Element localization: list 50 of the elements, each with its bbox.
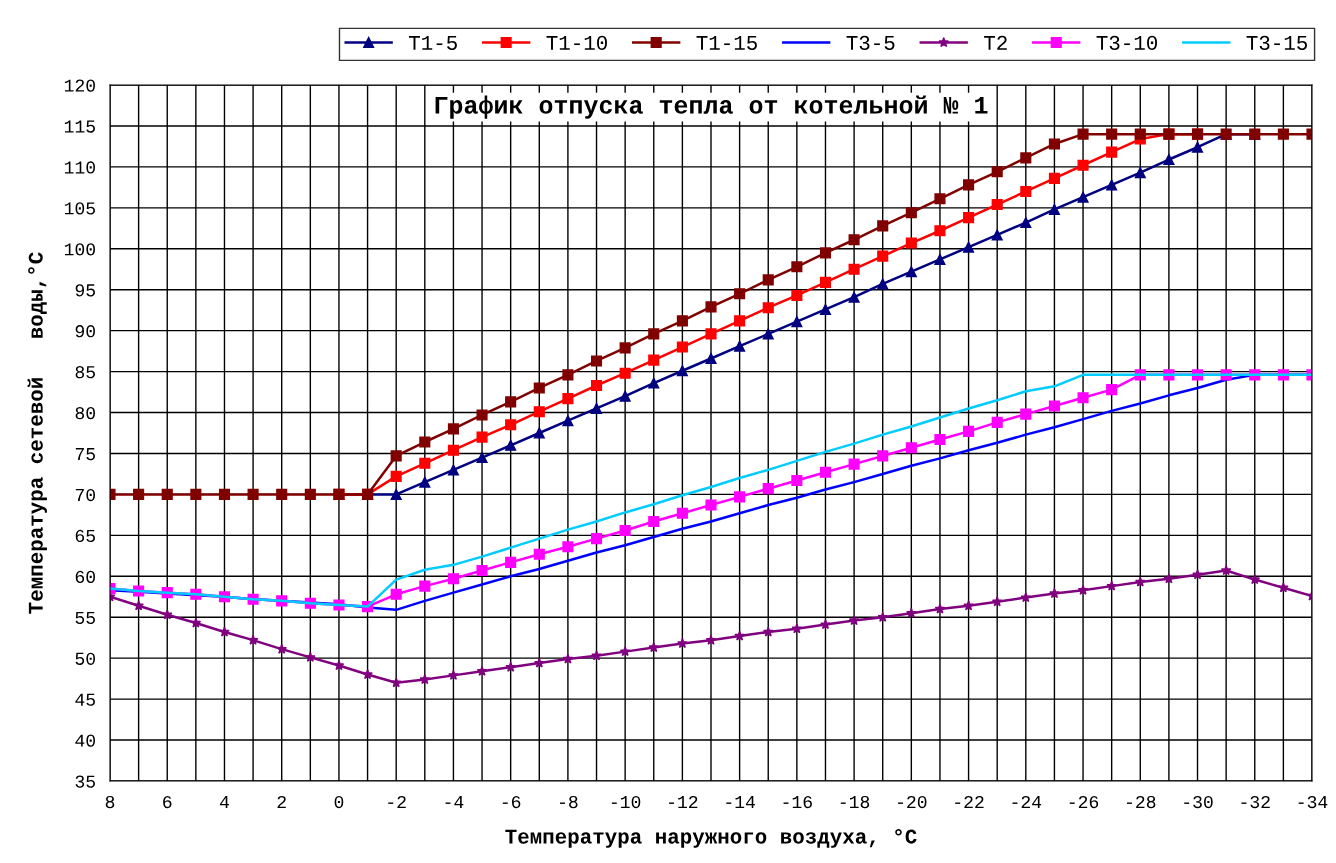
x-tick-label: -6 [502, 795, 521, 809]
y-tick-label: 35 [75, 775, 95, 788]
y-tick-label: 70 [75, 488, 95, 502]
y-tick-label: 100 [64, 243, 95, 256]
x-tick-label: 6 [163, 795, 172, 809]
x-axis-title: Температура наружного воздуха, °C [505, 828, 917, 848]
y-tick-label: 90 [75, 325, 95, 338]
y-tick-label: 115 [64, 120, 95, 133]
legend-label: T1-15 [696, 36, 757, 50]
x-tick-label: -28 [1126, 795, 1156, 809]
x-tick-label: -24 [1012, 795, 1042, 808]
x-tick-label: -26 [1069, 795, 1099, 809]
x-tick-label: 8 [105, 795, 115, 809]
x-tick-label: -30 [1184, 795, 1213, 809]
x-tick-label: 2 [277, 795, 286, 808]
y-axis-title: Температура сетевой воды,°C [27, 252, 47, 614]
x-tick-label: -34 [1298, 795, 1328, 809]
x-tick-label: -22 [955, 795, 984, 808]
legend-label: T3-5 [846, 35, 895, 50]
y-tick-label: 45 [75, 693, 95, 706]
x-tick-label: -20 [898, 795, 927, 809]
y-tick-label: 50 [75, 652, 95, 665]
y-tick-label: 110 [64, 161, 95, 174]
x-tick-label: -32 [1241, 795, 1270, 809]
y-tick-label: 120 [64, 79, 95, 92]
y-tick-label: 40 [75, 734, 95, 747]
y-tick-label: 75 [75, 448, 95, 461]
x-tick-label: -4 [445, 796, 464, 808]
legend-label: T2 [984, 35, 1007, 50]
x-tick-label: -12 [669, 795, 698, 808]
x-tick-label: -14 [726, 796, 755, 808]
y-tick-label: 55 [75, 611, 95, 624]
legend-label: T1-5 [409, 36, 457, 50]
x-tick-label: -2 [388, 795, 406, 808]
y-tick-label: 65 [75, 529, 95, 543]
x-tick-label: 4 [219, 796, 229, 808]
y-tick-label: 85 [75, 366, 95, 379]
legend-label: T1-10 [546, 35, 607, 50]
legend-label: T3-10 [1096, 35, 1158, 50]
x-tick-label: -8 [560, 795, 578, 809]
y-tick-label: 60 [75, 570, 95, 584]
chart-title: График отпуска тепла от котельной № 1 [435, 95, 988, 119]
x-tick-label: -16 [783, 795, 812, 809]
legend-label: T3-15 [1246, 35, 1307, 50]
x-tick-label: -18 [840, 795, 870, 809]
y-tick-label: 80 [75, 406, 95, 420]
y-tick-label: 95 [75, 284, 95, 297]
x-tick-label: 0 [334, 795, 344, 809]
y-tick-label: 105 [64, 202, 95, 215]
x-tick-label: -10 [611, 795, 641, 809]
